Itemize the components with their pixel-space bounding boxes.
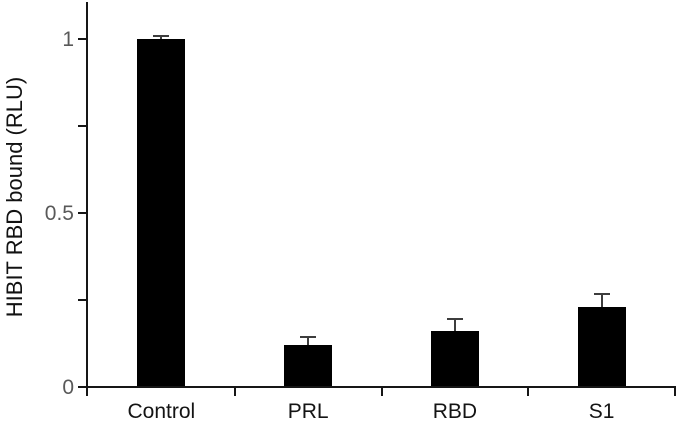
bar [430,331,479,386]
error-bar-stem [600,294,603,320]
y-tick [78,38,86,40]
x-category-label: RBD [432,400,478,423]
error-bar-cap-top [300,335,317,338]
bar [577,306,626,386]
y-axis-line [86,2,88,392]
y-axis-title: HIBIT RBD bound (RLU) [2,76,27,318]
error-bar-cap-top [446,317,463,320]
x-tick [674,388,676,396]
error-bar-stem [307,336,310,354]
error-bar-cap-top [593,293,610,296]
error-bar-stem [453,318,456,344]
y-tick [78,125,86,127]
x-tick [233,388,236,396]
x-tick [380,388,383,396]
x-tick [527,388,530,396]
x-category-label: S1 [588,400,615,423]
error-bar-cap-top [153,34,170,37]
x-axis-line [86,386,676,388]
y-tick [78,212,86,214]
bar [284,345,333,386]
y-tick-label: 1 [62,28,74,51]
y-tick-label: 0.5 [44,202,74,225]
y-tick-label: 0 [62,376,74,399]
x-category-label: PRL [287,400,329,423]
x-category-label: Control [127,400,196,423]
y-tick [78,299,86,301]
y-tick [78,386,86,388]
bar [137,39,186,386]
x-tick [86,388,88,396]
error-bar-stem [160,35,163,43]
